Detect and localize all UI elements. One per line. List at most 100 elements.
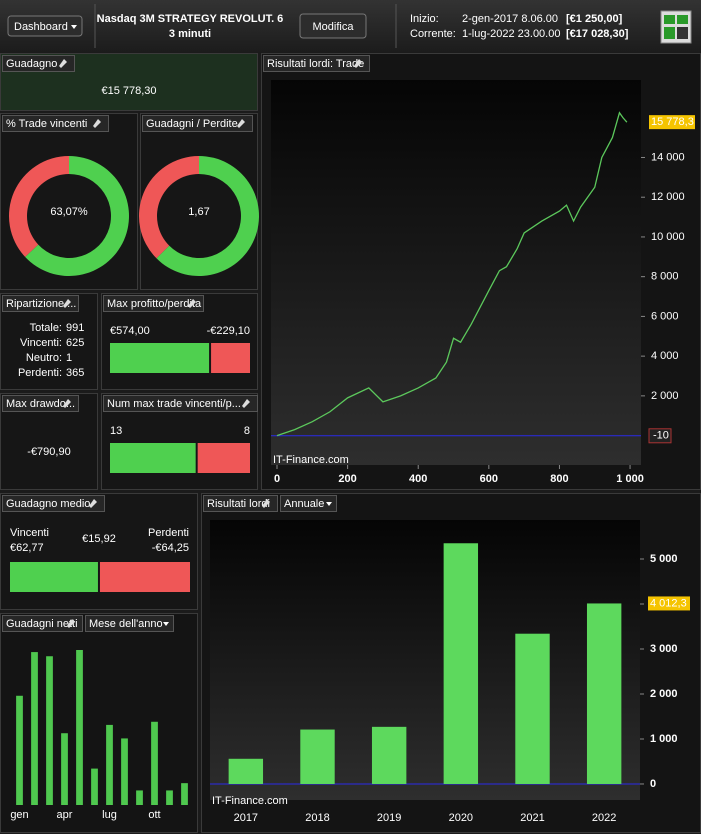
period-dropdown-label[interactable]: Mese dell'anno xyxy=(89,618,163,630)
panel-title: Max profitto/perdita xyxy=(107,298,202,310)
wrench-icon[interactable] xyxy=(242,399,250,408)
dropdown-arrow[interactable] xyxy=(71,25,77,29)
x-tick-label: 2020 xyxy=(449,812,473,824)
value-label-box xyxy=(648,596,690,611)
donut-label: 1,67 xyxy=(188,206,209,218)
donut-win xyxy=(156,156,259,276)
start-date: 2-gen-2017 8.06.00 xyxy=(462,13,558,25)
wrench-icon[interactable] xyxy=(63,299,71,308)
bar xyxy=(300,729,335,784)
x-tick-label: 200 xyxy=(338,473,356,485)
max-loss-streak: 8 xyxy=(244,425,250,437)
panel-title: Ripartizione ... xyxy=(6,298,76,310)
average-win-value: €62,77 xyxy=(10,542,44,554)
x-tick-label: 2017 xyxy=(234,812,258,824)
bar xyxy=(121,738,128,805)
bar xyxy=(31,652,38,805)
x-tick-label: 400 xyxy=(409,473,427,485)
y-tick-label: 2 000 xyxy=(651,390,679,402)
wrench-icon[interactable] xyxy=(67,619,75,628)
x-tick-label: 800 xyxy=(550,473,568,485)
bar xyxy=(61,733,68,805)
bar xyxy=(228,758,264,784)
donut-loss xyxy=(139,156,199,259)
max-win-streak: 13 xyxy=(110,425,122,437)
edit-button[interactable] xyxy=(299,13,367,39)
x-tick-label: 600 xyxy=(480,473,498,485)
bar xyxy=(76,650,83,805)
current-label: Corrente: xyxy=(410,28,456,40)
x-tick-label: 2022 xyxy=(592,812,616,824)
split-bar-win xyxy=(110,343,210,373)
split-bar-loss xyxy=(99,562,190,592)
panel-tab xyxy=(103,395,258,412)
bar xyxy=(371,726,407,784)
panel-tab xyxy=(2,55,75,72)
start-capital: [€1 250,00] xyxy=(566,13,623,25)
average-win-label: Vincenti xyxy=(10,527,49,539)
dashboard-button[interactable] xyxy=(7,15,83,37)
reference-label: -10 xyxy=(653,430,669,442)
bar xyxy=(181,783,188,805)
y-tick-label: 6 000 xyxy=(651,310,679,322)
y-tick-label: 1 000 xyxy=(650,733,678,745)
panel-title: Risultati lordi xyxy=(207,498,270,510)
wrench-icon[interactable] xyxy=(354,59,362,68)
max-profit: €574,00 xyxy=(110,325,150,337)
bar xyxy=(46,656,53,805)
dashboard-button-label[interactable]: Dashboard xyxy=(14,21,68,33)
period-dropdown-label[interactable]: Annuale xyxy=(284,498,324,510)
average-loss-label: Perdenti xyxy=(148,527,189,539)
breakdown-label: Totale: xyxy=(30,322,62,334)
split-bar-win xyxy=(110,443,196,473)
bar xyxy=(136,790,143,805)
dropdown-arrow[interactable] xyxy=(163,622,169,626)
split-bar-loss xyxy=(197,443,250,473)
wrench-icon[interactable] xyxy=(89,499,97,508)
panel-tab xyxy=(2,295,79,312)
donut-loss xyxy=(8,156,69,257)
bar xyxy=(91,768,98,805)
bar xyxy=(443,543,479,784)
bar xyxy=(586,603,622,784)
wrench-icon[interactable] xyxy=(188,299,196,308)
breakdown-value: 365 xyxy=(66,367,84,379)
x-tick-label: 2021 xyxy=(520,812,544,824)
max-loss: -€229,10 xyxy=(207,325,250,337)
x-tick-label: lug xyxy=(102,809,117,821)
wrench-icon[interactable] xyxy=(63,399,71,408)
breakdown-value: 625 xyxy=(66,337,84,349)
x-tick-label: 2018 xyxy=(305,812,329,824)
bar xyxy=(106,724,113,805)
edit-button-label[interactable]: Modifica xyxy=(313,21,355,33)
wrench-icon[interactable] xyxy=(237,119,245,128)
breakdown-label: Perdenti: xyxy=(18,367,62,379)
panel-tab xyxy=(2,115,109,132)
wrench-icon[interactable] xyxy=(59,59,67,68)
panel-title: Guadagni netti xyxy=(6,618,78,630)
timeframe: 3 minuti xyxy=(169,28,211,40)
value-label-box xyxy=(649,115,695,130)
y-tick-label: 14 000 xyxy=(651,151,685,163)
wrench-icon[interactable] xyxy=(93,119,101,128)
dropdown-arrow[interactable] xyxy=(326,502,332,506)
plot-area xyxy=(271,80,641,465)
panel-title: Max drawdo... xyxy=(6,398,75,410)
wrench-icon[interactable] xyxy=(262,499,270,508)
split-bar-win xyxy=(10,562,98,592)
current-capital: [€17 028,30] xyxy=(566,28,629,40)
panel-tab xyxy=(2,615,83,632)
watermark: IT-Finance.com xyxy=(212,795,288,807)
breakdown-value: 1 xyxy=(66,352,72,364)
settings-icon[interactable] xyxy=(660,10,692,44)
donut-label: 63,07% xyxy=(50,206,88,218)
panel-tab xyxy=(2,495,105,512)
profit-value: €15 778,30 xyxy=(101,85,156,97)
y-tick-label: 2 000 xyxy=(650,688,678,700)
reference-label-box xyxy=(648,428,672,444)
period-dropdown[interactable] xyxy=(280,495,337,512)
current-date: 1-lug-2022 23.00.00 xyxy=(462,28,560,40)
x-tick-label: 2019 xyxy=(377,812,401,824)
y-tick-label: 0 xyxy=(650,778,656,790)
period-dropdown[interactable] xyxy=(85,615,174,632)
